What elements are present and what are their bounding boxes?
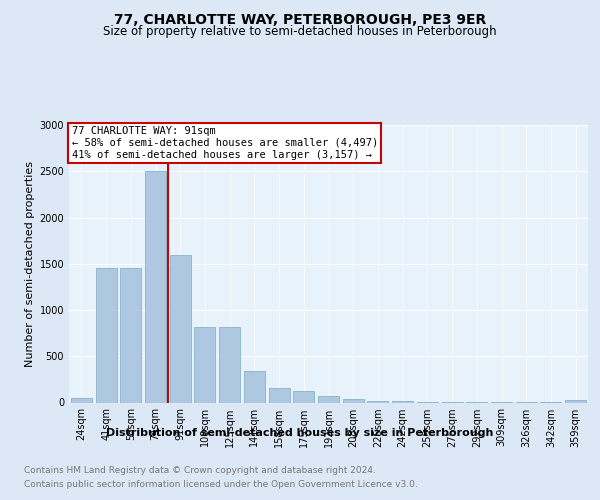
Text: 77, CHARLOTTE WAY, PETERBOROUGH, PE3 9ER: 77, CHARLOTTE WAY, PETERBOROUGH, PE3 9ER — [114, 12, 486, 26]
Text: Distribution of semi-detached houses by size in Peterborough: Distribution of semi-detached houses by … — [106, 428, 494, 438]
Bar — [95, 268, 116, 402]
Bar — [170, 254, 191, 402]
Text: 77 CHARLOTTE WAY: 91sqm
← 58% of semi-detached houses are smaller (4,497)
41% of: 77 CHARLOTTE WAY: 91sqm ← 58% of semi-de… — [71, 126, 378, 160]
Bar — [565, 400, 586, 402]
Bar — [244, 371, 265, 402]
Bar — [120, 268, 141, 402]
Text: Contains public sector information licensed under the Open Government Licence v3: Contains public sector information licen… — [24, 480, 418, 489]
Bar — [318, 396, 339, 402]
Text: Size of property relative to semi-detached houses in Peterborough: Size of property relative to semi-detach… — [103, 25, 497, 38]
Bar — [219, 326, 240, 402]
Bar — [145, 171, 166, 402]
Text: Contains HM Land Registry data © Crown copyright and database right 2024.: Contains HM Land Registry data © Crown c… — [24, 466, 376, 475]
Bar — [343, 399, 364, 402]
Bar — [293, 392, 314, 402]
Bar — [269, 388, 290, 402]
Bar — [367, 400, 388, 402]
Y-axis label: Number of semi-detached properties: Number of semi-detached properties — [25, 161, 35, 367]
Bar — [71, 398, 92, 402]
Bar — [194, 326, 215, 402]
